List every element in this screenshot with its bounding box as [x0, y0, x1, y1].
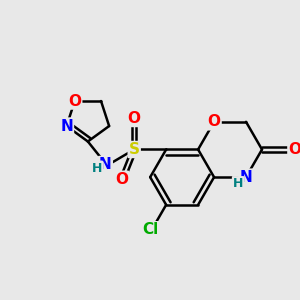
Text: O: O: [288, 142, 300, 157]
Text: N: N: [99, 157, 112, 172]
Text: Cl: Cl: [142, 222, 158, 237]
Text: O: O: [208, 114, 220, 129]
Text: S: S: [129, 142, 140, 157]
Text: N: N: [60, 118, 73, 134]
Text: N: N: [240, 170, 252, 185]
Text: H: H: [92, 161, 102, 175]
Text: O: O: [68, 94, 81, 109]
Text: O: O: [128, 111, 141, 126]
Text: H: H: [233, 177, 243, 190]
Text: O: O: [115, 172, 128, 187]
